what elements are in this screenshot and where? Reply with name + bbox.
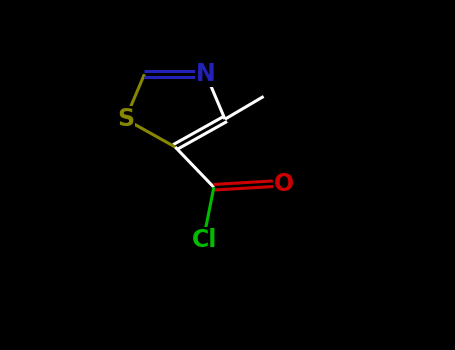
Text: N: N <box>196 62 216 86</box>
Text: O: O <box>274 172 294 196</box>
Text: Cl: Cl <box>192 228 217 252</box>
Text: S: S <box>117 107 134 131</box>
